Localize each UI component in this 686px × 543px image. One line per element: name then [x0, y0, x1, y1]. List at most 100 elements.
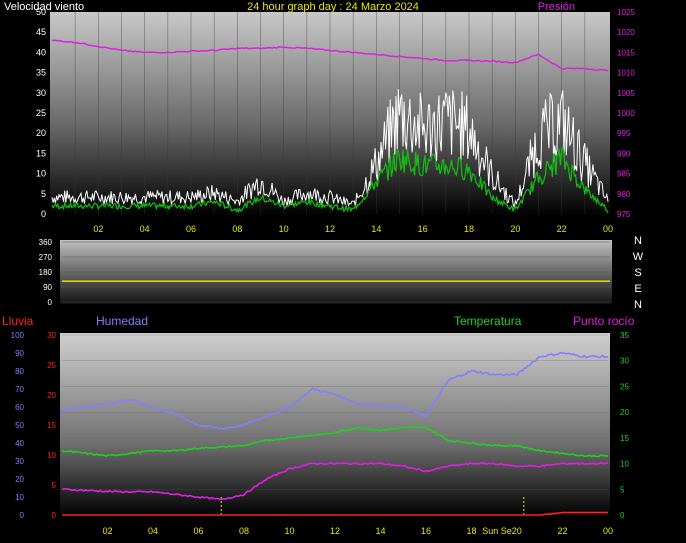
rain-tick-label: 0: [52, 511, 57, 520]
humidity-tick-label: 0: [20, 511, 25, 520]
humidity-tick-label: 50: [15, 421, 24, 430]
rain-tick-label: 25: [47, 361, 56, 370]
hour-label: 04: [148, 526, 158, 536]
hour-label: 06: [186, 224, 196, 234]
direction-tick-label: 360: [39, 238, 53, 247]
temperature-tick-label: 15: [620, 434, 629, 443]
chart-title: 24 hour graph day : 24 Marzo 2024: [247, 1, 419, 13]
temperature-tick-label: 5: [620, 485, 625, 494]
wind-tick-label: 0: [41, 209, 46, 219]
temperature-tick-label: 25: [620, 382, 629, 391]
temperature-tick-label: 30: [620, 357, 629, 366]
humidity-tick-label: 70: [15, 385, 24, 394]
hour-label: 10: [284, 526, 294, 536]
humidity-tick-label: 40: [15, 439, 24, 448]
compass-label: S: [634, 267, 641, 279]
humidity-line: [61, 351, 608, 430]
direction-tick-label: 90: [43, 283, 52, 292]
temp-hour-labels: 02 04 06 08 10 12 14 16 18 22 00: [102, 526, 613, 536]
rain-tick-label: 10: [47, 451, 56, 460]
pressure-tick-labels: 975 980 985 990 995 1000 1005 1010 1015 1020 1025: [617, 8, 635, 219]
temperature-tick-label: 35: [620, 331, 629, 340]
rain-line: [62, 511, 608, 516]
humidity-tick-label: 10: [15, 493, 24, 502]
pressure-tick-label: 985: [617, 170, 631, 179]
pressure-tick-label: 980: [617, 190, 631, 199]
humidity-tick-label: 60: [15, 403, 24, 412]
hour-label: 08: [232, 224, 242, 234]
hour-label: 04: [140, 224, 150, 234]
direction-tick-label: 0: [48, 298, 53, 307]
humidity-tick-label: 100: [11, 331, 25, 340]
hour-label: 22: [557, 224, 567, 234]
wind-tick-label: 40: [36, 47, 46, 57]
temperature-tick-label: 10: [620, 460, 629, 469]
direction-tick-label: 180: [39, 268, 53, 277]
humidity-tick-label: 90: [15, 349, 24, 358]
date-marker-label: Sun Se20: [482, 526, 522, 536]
hour-label: 14: [375, 526, 385, 536]
hour-label: 00: [603, 526, 613, 536]
wind-tick-label: 10: [36, 169, 46, 179]
hour-label: 12: [325, 224, 335, 234]
pressure-tick-label: 975: [617, 210, 631, 219]
temperature-tick-label: 20: [620, 408, 629, 417]
temp-humidity-panel: Lluvia Humedad Temperatura Punto rocío 0…: [2, 314, 635, 536]
wind-hour-labels: 02 04 06 08 10 12 14 16 18 20 22 00: [93, 224, 613, 234]
hour-label: 18: [466, 526, 476, 536]
wind-tick-label: 25: [36, 108, 46, 118]
dewpoint-line: [61, 461, 609, 501]
wind-tick-label: 5: [41, 189, 46, 199]
humidity-tick-labels: 0 10 20 30 40 50 60 70 80 90 100: [11, 331, 25, 520]
compass-label: N: [634, 235, 642, 247]
hour-label: 08: [239, 526, 249, 536]
rain-tick-label: 5: [52, 481, 57, 490]
compass-label: W: [633, 251, 644, 263]
temp-panel-series: [61, 351, 609, 516]
pressure-axis-label: Presión: [538, 1, 575, 13]
pressure-line: [51, 39, 609, 72]
compass-label: E: [634, 283, 641, 295]
humidity-axis-label: Humedad: [96, 314, 148, 328]
pressure-tick-label: 1005: [617, 89, 635, 98]
hour-label: 16: [421, 526, 431, 536]
wind-tick-label: 20: [36, 128, 46, 138]
rain-tick-labels: 0 5 10 15 20 25 30: [47, 331, 56, 520]
rain-tick-label: 30: [47, 331, 56, 340]
wind-tick-label: 45: [36, 27, 46, 37]
hour-label: 20: [510, 224, 520, 234]
hour-label: 12: [330, 526, 340, 536]
direction-panel-grid: [62, 241, 610, 303]
compass-label: N: [634, 299, 642, 311]
wind-tick-label: 50: [36, 7, 46, 17]
wind-pressure-panel: Velocidad viento 24 hour graph day : 24 …: [4, 1, 635, 234]
pressure-tick-label: 1015: [617, 48, 635, 57]
temp-panel-background: [60, 333, 610, 517]
wind-tick-label: 15: [36, 148, 46, 158]
hour-label: 18: [464, 224, 474, 234]
wind-gust-line: [51, 88, 609, 209]
pressure-tick-label: 1020: [617, 28, 635, 37]
humidity-tick-label: 20: [15, 475, 24, 484]
hour-label: 00: [603, 224, 613, 234]
hour-label: 14: [371, 224, 381, 234]
temperature-line: [61, 426, 609, 458]
temperature-axis-label: Temperatura: [454, 314, 522, 328]
humidity-tick-label: 30: [15, 457, 24, 466]
temperature-tick-label: 0: [620, 511, 625, 520]
rain-axis-label: Lluvia: [2, 314, 34, 328]
pressure-tick-label: 1000: [617, 109, 635, 118]
pressure-tick-label: 990: [617, 149, 631, 158]
hour-label: 22: [557, 526, 567, 536]
wind-panel-series: [51, 39, 609, 214]
pressure-tick-label: 995: [617, 129, 631, 138]
hour-label: 06: [193, 526, 203, 536]
rain-tick-label: 20: [47, 391, 56, 400]
pressure-tick-label: 1010: [617, 69, 635, 78]
wind-tick-label: 35: [36, 68, 46, 78]
pressure-tick-label: 1025: [617, 8, 635, 17]
dewpoint-axis-label: Punto rocío: [573, 314, 635, 328]
rain-tick-label: 15: [47, 421, 56, 430]
